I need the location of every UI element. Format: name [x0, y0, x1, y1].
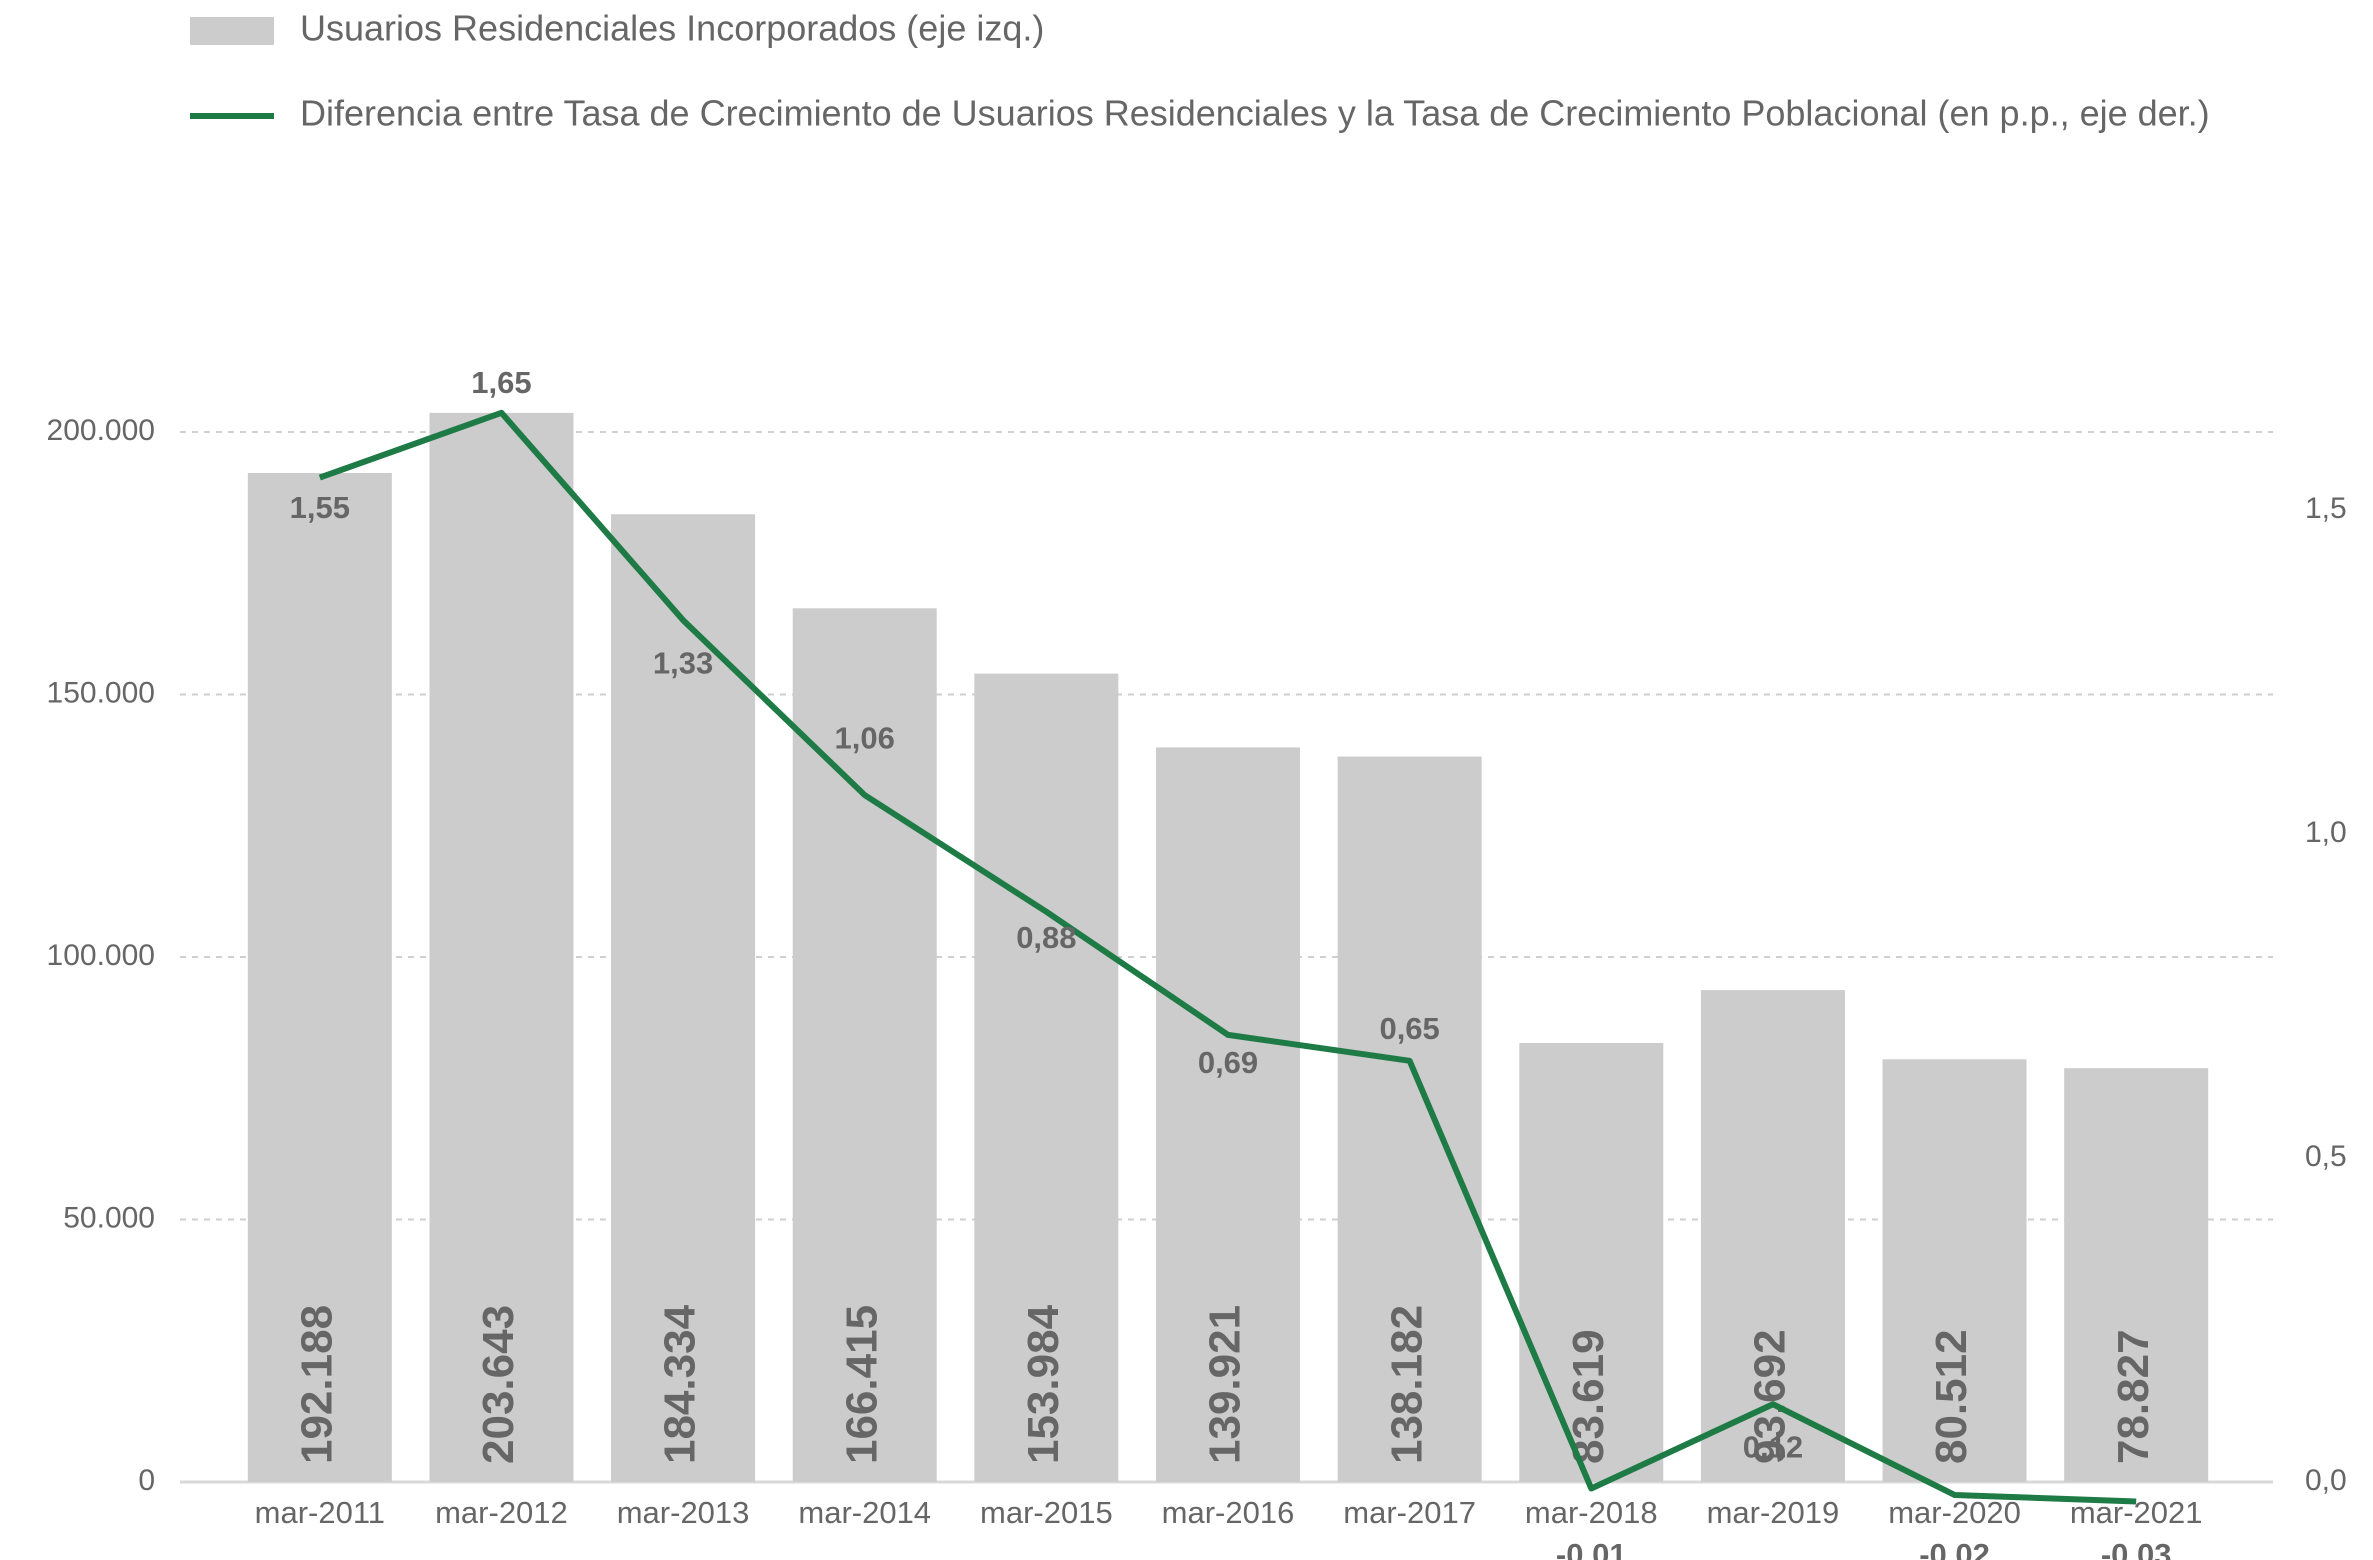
y2-tick-label: 0,0	[2305, 1464, 2347, 1497]
x-tick-label: mar-2012	[435, 1495, 568, 1530]
bar	[1337, 756, 1482, 1482]
x-tick-label: mar-2016	[1162, 1495, 1295, 1530]
bar-value-label: 166.415	[837, 1305, 886, 1464]
bar-value-label: 184.334	[656, 1304, 705, 1464]
bar	[792, 608, 937, 1482]
y-tick-label: 50.000	[63, 1201, 155, 1234]
y2-tick-label: 1,5	[2305, 492, 2347, 525]
bar	[1700, 990, 1845, 1482]
x-tick-label: mar-2018	[1525, 1495, 1658, 1530]
bar	[1156, 747, 1300, 1482]
bar-value-label: 203.643	[474, 1305, 523, 1464]
x-tick-label: mar-2020	[1888, 1495, 2021, 1530]
bar-value-label: 80.512	[1927, 1329, 1976, 1464]
legend-label: Usuarios Residenciales Incorporados (eje…	[300, 8, 1044, 49]
line-value-label: 1,55	[290, 490, 350, 525]
line-value-label: -0,03	[2101, 1537, 2172, 1560]
x-tick-label: mar-2013	[617, 1495, 750, 1530]
bar	[611, 514, 756, 1482]
bar-value-label: 93.692	[1746, 1329, 1795, 1464]
bar	[1519, 1043, 1664, 1482]
line-value-label: 0,12	[1743, 1429, 1803, 1464]
bar-value-label: 192.188	[292, 1305, 341, 1464]
x-tick-label: mar-2019	[1707, 1495, 1840, 1530]
legend-swatch	[190, 17, 274, 45]
line	[318, 409, 2137, 1505]
bar	[247, 473, 392, 1482]
y-tick-label: 0	[138, 1464, 155, 1497]
line-value-label: 0,69	[1198, 1045, 1258, 1080]
y2-tick-label: 1,0	[2305, 816, 2347, 849]
bar	[2064, 1068, 2209, 1482]
bar	[1882, 1059, 2027, 1482]
bar	[429, 412, 574, 1482]
line-value-label: 1,33	[653, 645, 713, 680]
line-value-label: -0,01	[1556, 1537, 1627, 1560]
bar-value-label: 78.827	[2109, 1329, 2158, 1464]
x-tick-label: mar-2011	[255, 1495, 385, 1530]
y-tick-label: 100.000	[47, 939, 155, 972]
y-tick-label: 200.000	[47, 414, 155, 447]
line-value-label: 1,65	[471, 365, 531, 400]
bar	[974, 673, 1119, 1482]
y2-tick-label: 0,5	[2305, 1140, 2347, 1173]
line-value-label: -0,02	[1919, 1537, 1990, 1560]
legend-label: Diferencia entre Tasa de Crecimiento de …	[300, 93, 2210, 134]
line-value-label: 0,88	[1016, 920, 1076, 955]
bar-value-label: 153.984	[1019, 1304, 1068, 1464]
bar-value-label: 138.182	[1382, 1305, 1431, 1464]
x-tick-label: mar-2015	[980, 1495, 1113, 1530]
x-tick-label: mar-2017	[1343, 1495, 1476, 1530]
y-tick-label: 150.000	[47, 676, 155, 709]
bar-value-label: 139.921	[1201, 1305, 1250, 1464]
x-tick-label: mar-2014	[798, 1495, 931, 1530]
line-value-label: 0,65	[1379, 1011, 1439, 1046]
line-value-label: 1,06	[835, 720, 895, 755]
